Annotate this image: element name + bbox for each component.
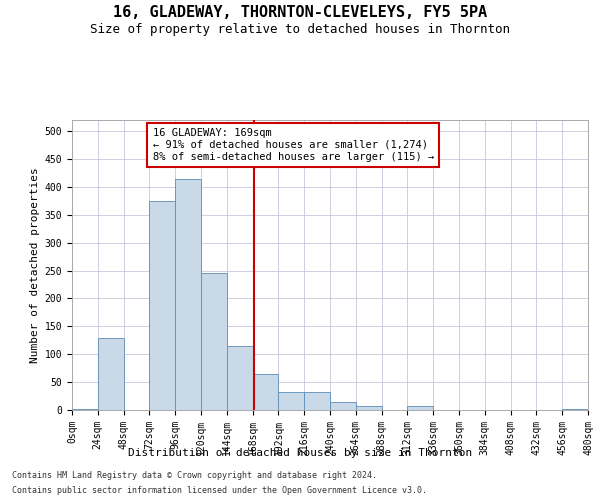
Bar [149,201,175,410]
Text: 16 GLADEWAY: 169sqm
← 91% of detached houses are smaller (1,274)
8% of semi-deta: 16 GLADEWAY: 169sqm ← 91% of detached ho… [152,128,434,162]
Bar [72,409,98,410]
Text: Size of property relative to detached houses in Thornton: Size of property relative to detached ho… [90,22,510,36]
Bar [407,406,433,410]
Text: 16, GLADEWAY, THORNTON-CLEVELEYS, FY5 5PA: 16, GLADEWAY, THORNTON-CLEVELEYS, FY5 5P… [113,5,487,20]
Bar [562,409,588,410]
Bar [201,274,227,410]
Bar [227,346,253,410]
Bar [98,338,124,410]
Bar [253,374,278,410]
Y-axis label: Number of detached properties: Number of detached properties [31,167,40,363]
Text: Contains public sector information licensed under the Open Government Licence v3: Contains public sector information licen… [12,486,427,495]
Bar [330,402,356,410]
Bar [304,392,330,410]
Bar [278,392,304,410]
Text: Contains HM Land Registry data © Crown copyright and database right 2024.: Contains HM Land Registry data © Crown c… [12,471,377,480]
Bar [356,406,382,410]
Bar [175,178,201,410]
Text: Distribution of detached houses by size in Thornton: Distribution of detached houses by size … [128,448,472,458]
